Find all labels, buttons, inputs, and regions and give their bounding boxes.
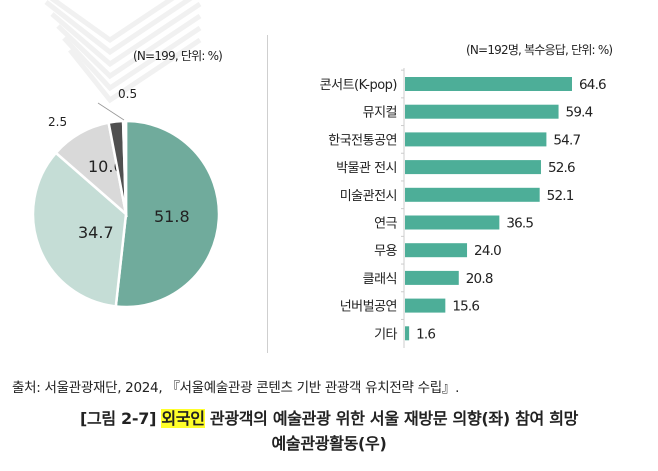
value-label: 52.6 [548,160,575,176]
decoration-stripe [49,0,175,44]
category-label: 연극 [374,217,397,232]
value-label: 20.8 [466,271,493,287]
bar [405,326,410,341]
caption-prefix: [그림 2-7] [79,409,162,428]
category-label: 무용 [374,244,397,259]
bar [405,160,541,175]
pie-leader-line [97,102,125,121]
pie-chart: 51.8 34.7 10.6 2.5 0.5 [31,87,221,309]
bar [405,243,468,258]
value-label: 1.6 [416,326,435,342]
divider [267,35,268,353]
pie-slice [31,151,128,308]
decoration-stripe [62,25,202,92]
decoration-stripe [50,1,202,68]
category-label: 한국전통공연 [328,133,397,148]
bar [405,215,500,230]
bar [405,104,559,119]
category-label: 미술관전시 [340,189,397,204]
decoration-stripe [68,37,202,104]
caption-line-1: [그림 2-7] 외국인 관광객의 예술관광 위한 서울 재방문 의향(좌) 참… [0,405,658,429]
bar-chart: 콘서트(K-pop) 64.6 뮤지컬 59.4 한국전통공연 54.7 박물관 전시 52.… [320,68,607,348]
value-label: 15.6 [452,299,479,315]
pie-label: 0.5 [118,87,137,101]
caption-rest: 관광객의 예술관광 위한 서울 재방문 의향(좌) 참여 희망 [204,409,579,428]
pie-label: 51.8 [154,207,190,226]
bar [405,77,572,91]
category-label: 기타 [374,327,397,342]
pie-label: 2.5 [48,115,67,129]
pie-slice [121,119,128,215]
decoration-stripe [56,13,202,80]
bar [405,270,459,285]
category-label: 넌버벌공연 [340,300,397,315]
category-label: 콘서트(K-pop) [320,78,397,93]
value-label: 64.6 [579,77,606,93]
caption-highlight: 외국인 [161,409,205,428]
bar [405,187,540,202]
category-label: 뮤지컬 [363,106,397,121]
value-label: 36.5 [506,216,533,232]
value-label: 59.4 [566,105,593,121]
bar [405,298,446,313]
value-label: 54.7 [553,132,580,148]
pie-slice [114,119,221,309]
source-text: 출처: 서울관광재단, 2024, 『서울예술관광 콘텐츠 기반 관광객 유치전… [12,380,460,396]
decoration-stripe [44,0,193,56]
category-label: 클래식 [363,272,397,287]
pie-label: 34.7 [78,223,114,242]
pie-label: 10.6 [88,157,124,176]
bar [405,132,547,147]
category-label: 박물관 전시 [336,161,397,176]
value-label: 24.0 [474,243,501,259]
caption-line-2: 예술관광활동(우) [271,434,387,453]
bar-note: (N=192명, 복수응답, 단위: %) [466,43,613,57]
pie-note: (N=199, 단위: %) [133,49,223,63]
value-label: 52.1 [547,188,574,204]
